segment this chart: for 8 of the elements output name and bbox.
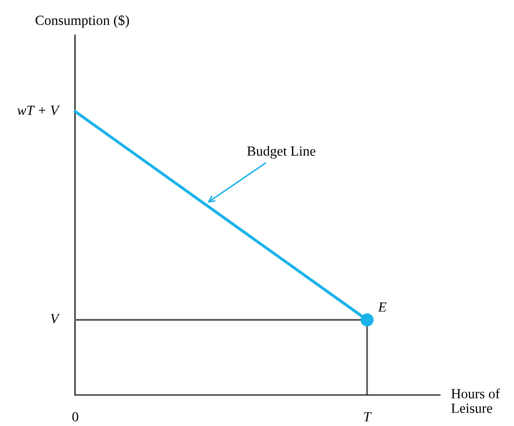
text: Consumption ($): [36, 14, 129, 28]
annotation: Budget Line: [247, 146, 316, 159]
x-tick-label: 0: [72, 412, 78, 422]
x-axis-title: Hours of Leisure: [451, 388, 500, 413]
annotation: wT + V: [17, 106, 60, 116]
annotation: V: [50, 314, 60, 324]
annotation: E: [378, 302, 386, 312]
x-tick-label: T: [364, 412, 372, 422]
